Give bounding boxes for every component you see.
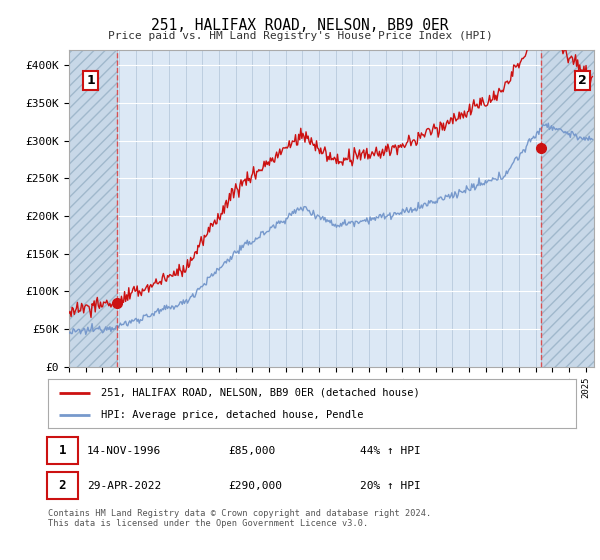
Text: £290,000: £290,000 — [228, 480, 282, 491]
Text: 44% ↑ HPI: 44% ↑ HPI — [360, 446, 421, 456]
Text: 14-NOV-1996: 14-NOV-1996 — [87, 446, 161, 456]
Text: 2: 2 — [578, 74, 587, 87]
Text: 1: 1 — [86, 74, 95, 87]
Text: Contains HM Land Registry data © Crown copyright and database right 2024.
This d: Contains HM Land Registry data © Crown c… — [48, 509, 431, 529]
Text: Price paid vs. HM Land Registry's House Price Index (HPI): Price paid vs. HM Land Registry's House … — [107, 31, 493, 41]
Text: HPI: Average price, detached house, Pendle: HPI: Average price, detached house, Pend… — [101, 409, 364, 419]
Text: 251, HALIFAX ROAD, NELSON, BB9 0ER: 251, HALIFAX ROAD, NELSON, BB9 0ER — [151, 18, 449, 33]
Text: £85,000: £85,000 — [228, 446, 275, 456]
Text: 20% ↑ HPI: 20% ↑ HPI — [360, 480, 421, 491]
Text: 29-APR-2022: 29-APR-2022 — [87, 480, 161, 491]
Text: 251, HALIFAX ROAD, NELSON, BB9 0ER (detached house): 251, HALIFAX ROAD, NELSON, BB9 0ER (deta… — [101, 388, 419, 398]
Text: 1: 1 — [59, 444, 66, 458]
Text: 2: 2 — [59, 479, 66, 492]
